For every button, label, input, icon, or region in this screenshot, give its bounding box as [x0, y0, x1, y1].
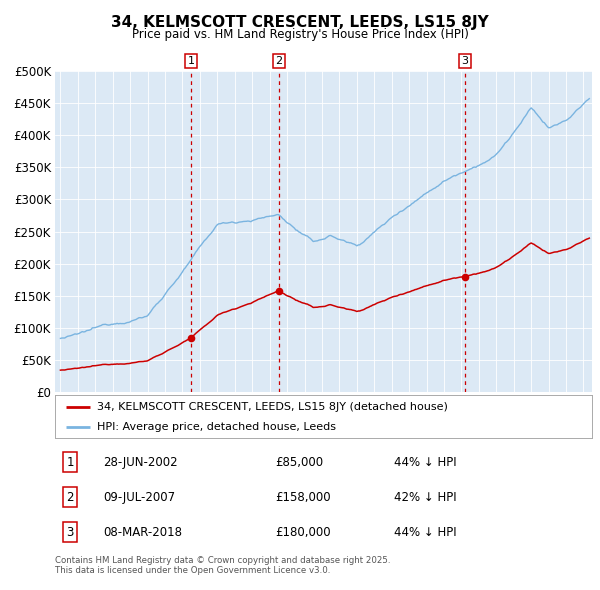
- Text: 1: 1: [67, 455, 74, 468]
- Text: 28-JUN-2002: 28-JUN-2002: [104, 455, 178, 468]
- Text: £85,000: £85,000: [275, 455, 323, 468]
- Text: 3: 3: [461, 56, 468, 66]
- Text: 34, KELMSCOTT CRESCENT, LEEDS, LS15 8JY (detached house): 34, KELMSCOTT CRESCENT, LEEDS, LS15 8JY …: [97, 402, 448, 412]
- Text: Contains HM Land Registry data © Crown copyright and database right 2025.: Contains HM Land Registry data © Crown c…: [55, 556, 391, 565]
- Text: 44% ↓ HPI: 44% ↓ HPI: [394, 526, 456, 539]
- Text: 09-JUL-2007: 09-JUL-2007: [104, 490, 176, 504]
- Text: Price paid vs. HM Land Registry's House Price Index (HPI): Price paid vs. HM Land Registry's House …: [131, 28, 469, 41]
- Text: 1: 1: [188, 56, 194, 66]
- Text: £158,000: £158,000: [275, 490, 331, 504]
- Text: 08-MAR-2018: 08-MAR-2018: [104, 526, 182, 539]
- Text: 2: 2: [275, 56, 282, 66]
- Text: 34, KELMSCOTT CRESCENT, LEEDS, LS15 8JY: 34, KELMSCOTT CRESCENT, LEEDS, LS15 8JY: [111, 15, 489, 30]
- Text: 2: 2: [67, 490, 74, 504]
- Text: 44% ↓ HPI: 44% ↓ HPI: [394, 455, 456, 468]
- Text: HPI: Average price, detached house, Leeds: HPI: Average price, detached house, Leed…: [97, 422, 336, 432]
- Text: 3: 3: [67, 526, 74, 539]
- Text: £180,000: £180,000: [275, 526, 331, 539]
- Text: This data is licensed under the Open Government Licence v3.0.: This data is licensed under the Open Gov…: [55, 566, 331, 575]
- Text: 42% ↓ HPI: 42% ↓ HPI: [394, 490, 456, 504]
